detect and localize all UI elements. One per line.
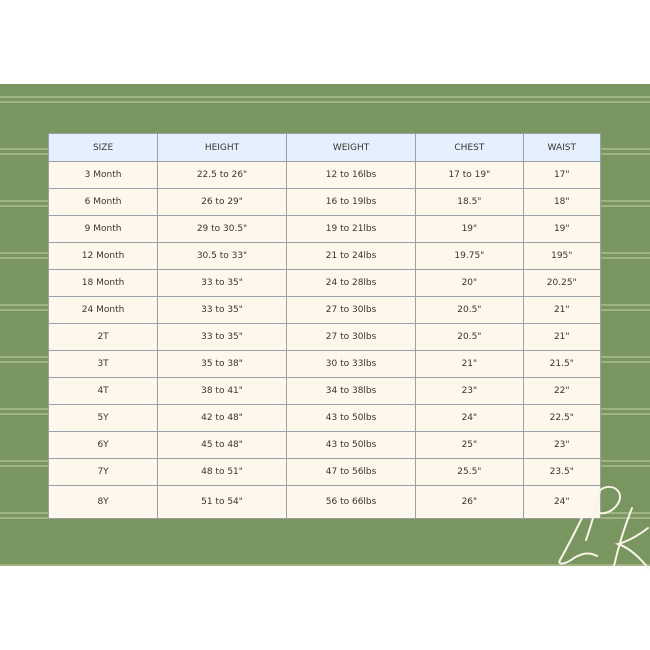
size-chart-table: SIZE HEIGHT WEIGHT CHEST WAIST 3 Month 22.5 t… [47,133,602,519]
table-cell: 19" [522,215,602,243]
table-cell: 23" [522,431,602,459]
table-cell: 33 to 35" [157,269,287,297]
table-cell: 33 to 35" [157,296,287,324]
table-cell: 56 to 66lbs [285,485,417,519]
table-cell: 19.75" [415,242,524,270]
column-header: WEIGHT [285,133,417,162]
table-cell: 47 to 56lbs [285,458,417,486]
header-row: SIZE HEIGHT WEIGHT CHEST WAIST [47,133,602,162]
table-cell: 17" [522,161,602,189]
table-cell: 22.5" [522,404,602,432]
table-cell: 6Y [47,431,159,459]
table-cell: 22" [522,377,602,405]
table-cell: 24 Month [47,296,159,324]
table-cell: 30.5 to 33" [157,242,287,270]
table-cell: 25.5" [415,458,524,486]
table-cell: 6 Month [47,188,159,216]
lpk-monogram-logo [558,485,649,569]
column-header: CHEST [415,133,524,162]
table-cell: 23.5" [522,458,602,486]
table-cell: 17 to 19" [415,161,524,189]
table-cell: 3 Month [47,161,159,189]
table-cell: 20" [415,269,524,297]
table-cell: 20.5" [415,323,524,351]
table-cell: 3T [47,350,159,378]
table-cell: 4T [47,377,159,405]
table-cell: 26 to 29" [157,188,287,216]
table-cell: 18.5" [415,188,524,216]
table-cell: 20.25" [522,269,602,297]
table-row: 6 Month 26 to 29" 16 to 19lbs 18.5" 18" [47,188,602,216]
table-row: 18 Month 33 to 35" 24 to 28lbs 20" 20.25" [47,269,602,297]
table-cell: 38 to 41" [157,377,287,405]
table-cell: 35 to 38" [157,350,287,378]
table-cell: 24 to 28lbs [285,269,417,297]
table-cell: 8Y [47,485,159,519]
table-cell: 21.5" [522,350,602,378]
table-cell: 18 Month [47,269,159,297]
table-cell: 195" [522,242,602,270]
table-cell: 7Y [47,458,159,486]
table-row: 7Y 48 to 51" 47 to 56lbs 25.5" 23.5" [47,458,602,486]
table-cell: 20.5" [415,296,524,324]
table-cell: 34 to 38lbs [285,377,417,405]
table-row: 4T 38 to 41" 34 to 38lbs 23" 22" [47,377,602,405]
table-cell: 27 to 30lbs [285,296,417,324]
table-cell: 19 to 21lbs [285,215,417,243]
column-header: WAIST [522,133,602,162]
table-cell: 18" [522,188,602,216]
table-cell: 24" [522,485,602,519]
table-row: 24 Month 33 to 35" 27 to 30lbs 20.5" 21" [47,296,602,324]
table-cell: 30 to 33lbs [285,350,417,378]
table-cell: 9 Month [47,215,159,243]
table-cell: 43 to 50lbs [285,404,417,432]
table-row: 2T 33 to 35" 27 to 30lbs 20.5" 21" [47,323,602,351]
table-cell: 42 to 48" [157,404,287,432]
table-row: 9 Month 29 to 30.5" 19 to 21lbs 19" 19" [47,215,602,243]
table-cell: 5Y [47,404,159,432]
table-cell: 21" [522,323,602,351]
table-cell: 21 to 24lbs [285,242,417,270]
table-cell: 21" [415,350,524,378]
table-cell: 12 Month [47,242,159,270]
table-cell: 25" [415,431,524,459]
table-cell: 27 to 30lbs [285,323,417,351]
table-cell: 26" [415,485,524,519]
table-cell: 12 to 16lbs [285,161,417,189]
table-cell: 21" [522,296,602,324]
table-cell: 24" [415,404,524,432]
column-header: SIZE [47,133,159,162]
table-cell: 43 to 50lbs [285,431,417,459]
table-cell: 48 to 51" [157,458,287,486]
table-row: 3 Month 22.5 to 26" 12 to 16lbs 17 to 19" 17… [47,161,602,189]
table-cell: 29 to 30.5" [157,215,287,243]
table-cell: 2T [47,323,159,351]
table-row: 8Y 51 to 54" 56 to 66lbs 26" 24" [47,485,602,519]
table-cell: 51 to 54" [157,485,287,519]
table-cell: 19" [415,215,524,243]
table-row: 12 Month 30.5 to 33" 21 to 24lbs 19.75" 195" [47,242,602,270]
table-row: 6Y 45 to 48" 43 to 50lbs 25" 23" [47,431,602,459]
table-row: 3T 35 to 38" 30 to 33lbs 21" 21.5" [47,350,602,378]
table-cell: 16 to 19lbs [285,188,417,216]
table-cell: 22.5 to 26" [157,161,287,189]
table-cell: 45 to 48" [157,431,287,459]
table-cell: 33 to 35" [157,323,287,351]
table-cell: 23" [415,377,524,405]
table-row: 5Y 42 to 48" 43 to 50lbs 24" 22.5" [47,404,602,432]
column-header: HEIGHT [157,133,287,162]
